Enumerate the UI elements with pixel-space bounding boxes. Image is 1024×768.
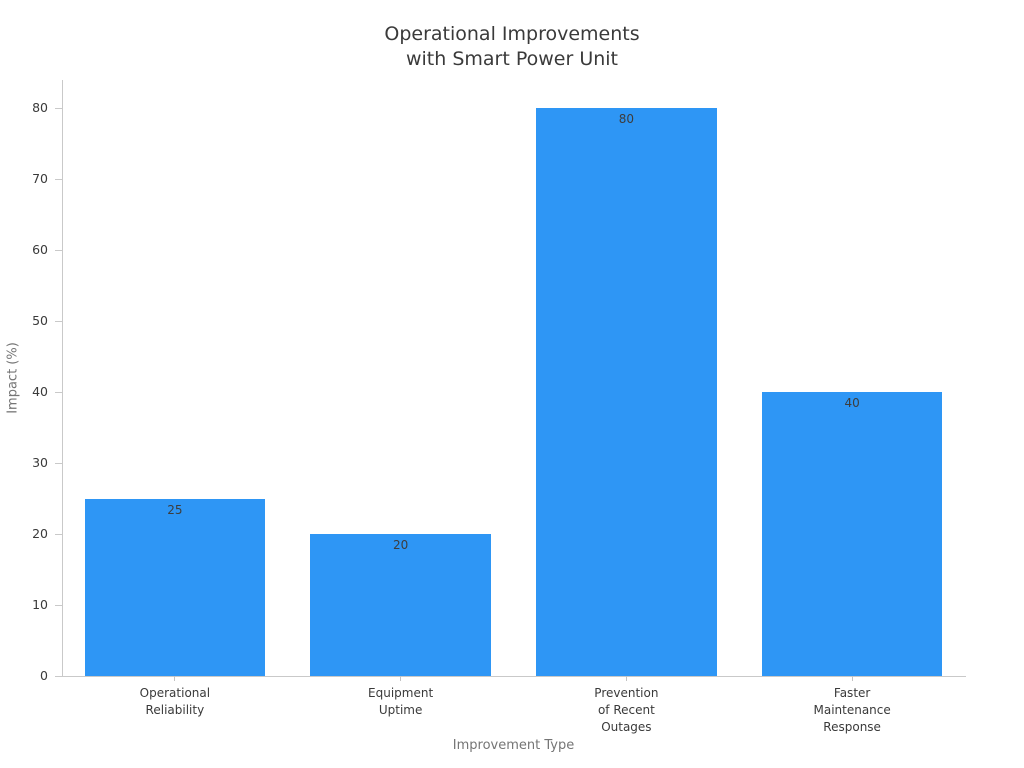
x-axis-line — [62, 676, 966, 677]
x-tick-mark — [400, 676, 402, 681]
bar-value-label: 80 — [618, 112, 634, 127]
bar-value-label: 20 — [392, 538, 409, 553]
y-tick-label: 80 — [32, 100, 48, 116]
y-tick-label: 30 — [32, 455, 48, 471]
y-axis-line — [62, 80, 63, 676]
y-tick-label: 20 — [32, 526, 48, 542]
x-category-label: Operational Reliability — [139, 686, 211, 717]
y-tick-mark — [55, 675, 62, 677]
bar-0: 25 — [84, 498, 266, 676]
y-tick-mark — [55, 320, 62, 322]
y-tick-mark — [55, 391, 62, 393]
bar-value-label: 40 — [844, 396, 860, 411]
x-category-label: Faster Maintenance Response — [813, 686, 891, 734]
y-tick-label: 70 — [32, 171, 48, 187]
x-category-label: Equipment Uptime — [368, 686, 434, 717]
x-tick-mark — [851, 676, 853, 681]
chart-title: Operational Improvements with Smart Powe… — [384, 23, 640, 70]
bar-1: 20 — [310, 534, 491, 676]
y-tick-mark — [55, 249, 62, 251]
y-tick-label: 60 — [32, 242, 48, 258]
y-tick-mark — [55, 462, 62, 464]
y-axis-title: Impact (%) — [5, 342, 21, 414]
x-category-label: Prevention of Recent Outages — [594, 686, 659, 734]
x-axis-title: Improvement Type — [452, 738, 575, 753]
bar-3: 40 — [761, 392, 943, 676]
y-tick-mark — [55, 107, 62, 109]
y-tick-mark — [55, 604, 62, 606]
x-tick-mark — [625, 676, 627, 681]
y-tick-label: 40 — [32, 384, 48, 400]
y-tick-mark — [55, 533, 62, 535]
x-tick-mark — [174, 676, 176, 681]
y-tick-label: 50 — [32, 313, 48, 329]
bar-value-label: 25 — [167, 502, 183, 517]
y-tick-label: 10 — [32, 597, 48, 613]
plot-area: 0 10 20 30 40 50 60 70 80 25 20 80 40 Operational R… — [32, 80, 966, 734]
y-tick-label: 0 — [40, 668, 48, 683]
bar-2: 80 — [536, 108, 717, 676]
y-tick-mark — [55, 178, 62, 180]
